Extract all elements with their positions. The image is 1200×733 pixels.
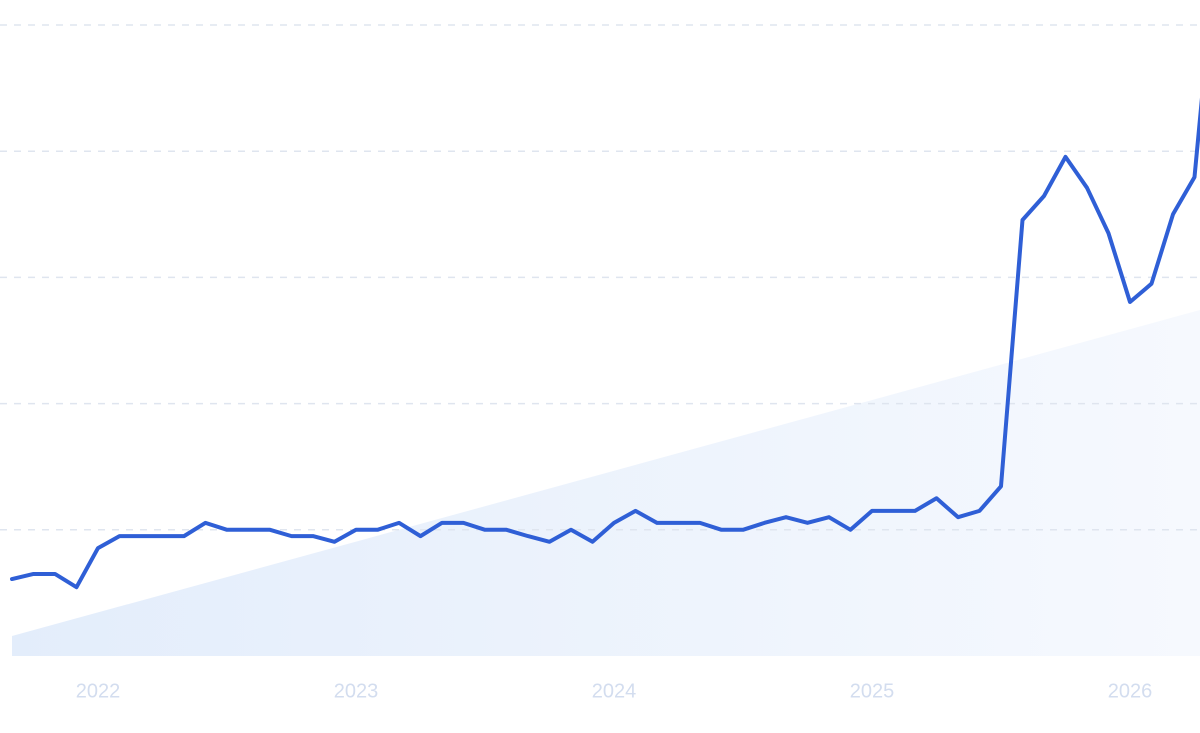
x-tick-label: 2025 [850, 680, 895, 702]
trend-line [10, 97, 1200, 590]
grid [0, 24, 1200, 531]
x-tick-label: 2023 [334, 680, 379, 702]
x-tick-label: 2026 [1108, 680, 1153, 702]
trend-area [12, 310, 1200, 656]
x-tick-label: 2024 [592, 680, 637, 702]
x-axis: 2022 2023 2024 2025 2026 [76, 680, 1153, 702]
plot [10, 97, 1200, 590]
x-tick-label: 2022 [76, 680, 121, 702]
